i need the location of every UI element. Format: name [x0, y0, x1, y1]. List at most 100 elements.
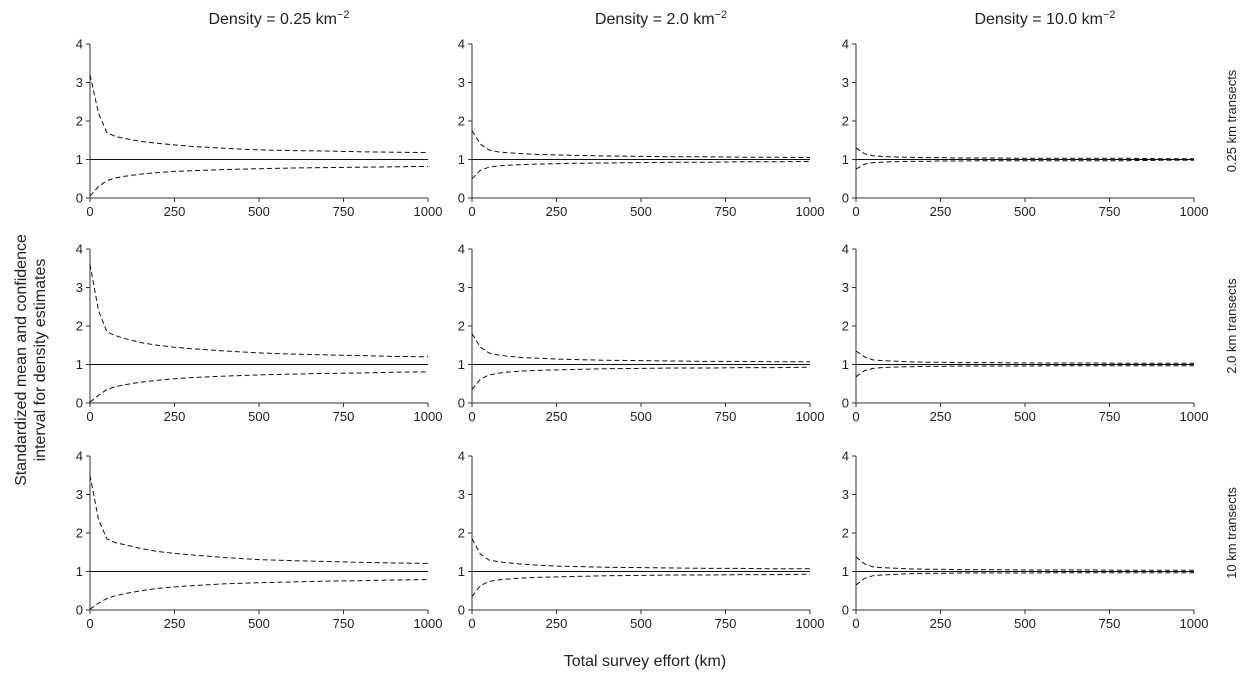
y-tick-label: 4 — [842, 37, 849, 52]
y-tick-label: 4 — [458, 242, 465, 257]
x-tick-label: 250 — [164, 204, 186, 219]
y-tick-label: 3 — [842, 75, 849, 90]
series-ci-lower-line — [471, 573, 811, 597]
series-ci-upper-line — [471, 333, 810, 363]
y-tick-label: 4 — [76, 242, 83, 257]
y-tick-label: 0 — [458, 603, 465, 618]
x-tick-label: 750 — [715, 204, 737, 219]
x-tick-label: 750 — [1099, 204, 1121, 219]
x-tick-label: 250 — [164, 409, 186, 424]
column-titles: Density = 0.25 km−2 Density = 2.0 km−2 Den… — [208, 9, 1115, 28]
x-tick-label: 500 — [630, 409, 652, 424]
series-ci-lower-line — [471, 366, 811, 390]
y-tick-label: 1 — [842, 152, 849, 167]
y-tick-label: 3 — [842, 487, 849, 502]
column-title-1: Density = 0.25 km−2 — [208, 9, 349, 28]
x-tick-label: 750 — [715, 409, 737, 424]
y-tick-label: 0 — [842, 396, 849, 411]
x-tick-label: 0 — [468, 204, 475, 219]
x-tick-label: 750 — [333, 204, 355, 219]
x-tick-label: 750 — [1099, 409, 1121, 424]
y-tick-label: 3 — [76, 280, 83, 295]
x-tick-label: 500 — [248, 204, 270, 219]
y-tick-label: 4 — [458, 37, 465, 52]
y-tick-label: 1 — [458, 357, 465, 372]
y-tick-label: 0 — [458, 396, 465, 411]
x-tick-label: 500 — [1014, 409, 1036, 424]
y-tick-label: 4 — [842, 242, 849, 257]
series-ci-upper-line — [89, 74, 429, 154]
x-tick-label: 0 — [852, 409, 859, 424]
x-tick-label: 750 — [333, 616, 355, 631]
y-tick-label: 2 — [458, 319, 465, 334]
series-ci-lower-line — [855, 159, 1194, 170]
column-title-3: Density = 10.0 km−2 — [974, 9, 1115, 28]
y-tick-label: 3 — [458, 487, 465, 502]
y-tick-label: 3 — [458, 75, 465, 90]
column-title-exponent: −2 — [337, 9, 350, 21]
x-tick-label: 1000 — [796, 204, 825, 219]
x-tick-label: 500 — [1014, 616, 1036, 631]
y-tick-label: 4 — [76, 37, 83, 52]
y-axis-title-line-1: Standardized mean and confidence — [13, 234, 30, 486]
x-tick-label: 1000 — [796, 409, 825, 424]
x-tick-label: 0 — [86, 204, 93, 219]
y-tick-label: 4 — [76, 449, 83, 464]
y-tick-label: 3 — [458, 280, 465, 295]
y-tick-label: 2 — [842, 114, 849, 129]
x-tick-label: 1000 — [1180, 616, 1209, 631]
row-label-3: 10 km transects — [1224, 487, 1239, 579]
x-tick-label: 500 — [248, 409, 270, 424]
x-axis-title: Total survey effort (km) — [564, 653, 726, 670]
x-tick-label: 500 — [248, 616, 270, 631]
row-labels: 0.25 km transects 2.0 km transects 10 km t… — [1224, 69, 1239, 579]
x-tick-label: 750 — [333, 409, 355, 424]
y-tick-label: 0 — [76, 396, 83, 411]
x-tick-label: 1000 — [414, 616, 443, 631]
panel-r1-c1: 0 1 2 3 4 0 250 500 750 1000 — [76, 37, 443, 220]
column-title-text: Density = 0.25 km — [208, 11, 337, 28]
y-tick-label: 1 — [458, 152, 465, 167]
x-tick-label: 250 — [930, 204, 952, 219]
series-ci-lower-line — [89, 371, 429, 403]
x-tick-label: 1000 — [796, 616, 825, 631]
x-tick-label: 250 — [930, 409, 952, 424]
y-tick-label: 1 — [458, 564, 465, 579]
x-tick-label: 0 — [468, 616, 475, 631]
y-tick-label: 2 — [458, 526, 465, 541]
x-tick-label: 750 — [715, 616, 737, 631]
x-tick-label: 500 — [1014, 204, 1036, 219]
y-tick-label: 1 — [76, 357, 83, 372]
x-tick-label: 0 — [86, 616, 93, 631]
column-title-2: Density = 2.0 km−2 — [595, 9, 727, 28]
y-tick-label: 0 — [842, 603, 849, 618]
panel-r1-c2: 0 1 2 3 4 0 250 500 750 1000 — [458, 37, 825, 220]
panel-r3-c3: 0 1 2 3 4 0 250 500 750 1000 — [842, 449, 1209, 632]
series-ci-lower-line — [855, 365, 1194, 378]
y-tick-label: 1 — [842, 357, 849, 372]
x-tick-label: 250 — [546, 204, 568, 219]
column-title-exponent: −2 — [1103, 9, 1116, 21]
series-ci-lower-line — [89, 165, 429, 197]
series-ci-lower-line — [89, 579, 429, 610]
x-tick-label: 250 — [546, 616, 568, 631]
panel-r1-c3: 0 1 2 3 4 0 250 500 750 1000 — [842, 37, 1209, 220]
series-ci-upper-line — [471, 130, 811, 159]
y-tick-label: 1 — [842, 564, 849, 579]
y-tick-label: 2 — [76, 114, 83, 129]
series-ci-upper-line — [855, 147, 1194, 160]
y-tick-label: 0 — [842, 191, 849, 206]
y-tick-label: 4 — [458, 449, 465, 464]
x-tick-label: 0 — [86, 409, 93, 424]
x-tick-label: 0 — [468, 409, 475, 424]
x-tick-label: 1000 — [414, 204, 443, 219]
series-ci-lower-line — [855, 572, 1194, 586]
y-tick-label: 0 — [76, 603, 83, 618]
y-tick-label: 2 — [842, 319, 849, 334]
x-tick-label: 0 — [852, 616, 859, 631]
panel-r2-c1: 0 1 2 3 4 0 250 500 750 1000 — [76, 242, 443, 425]
y-tick-label: 4 — [842, 449, 849, 464]
